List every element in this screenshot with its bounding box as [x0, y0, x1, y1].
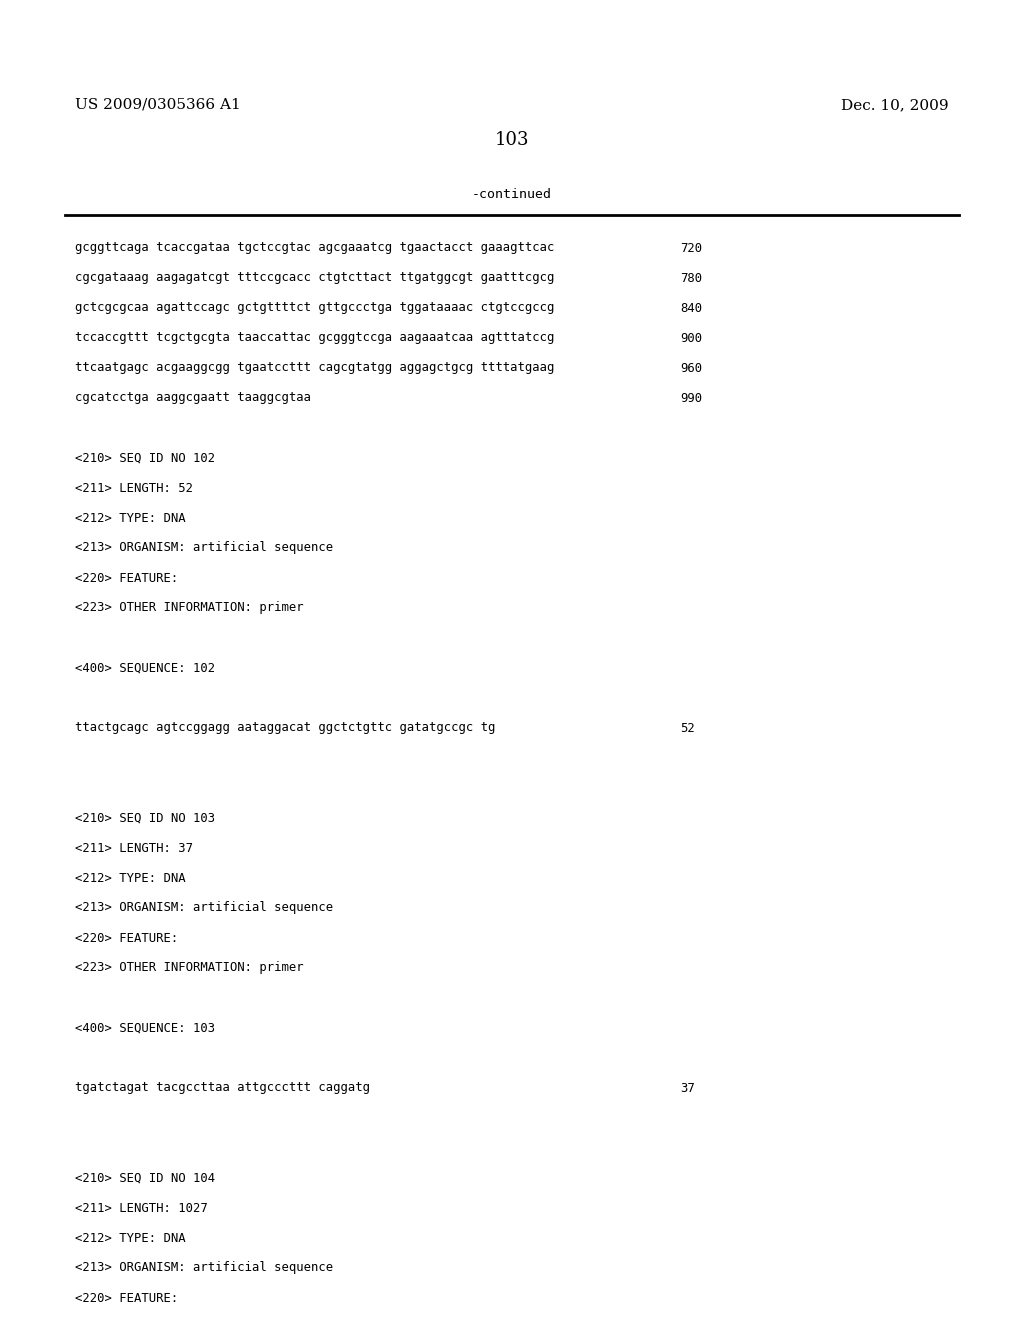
Text: 990: 990 — [680, 392, 702, 404]
Text: 37: 37 — [680, 1081, 694, 1094]
Text: <400> SEQUENCE: 103: <400> SEQUENCE: 103 — [75, 1022, 215, 1035]
Text: <223> OTHER INFORMATION: primer: <223> OTHER INFORMATION: primer — [75, 602, 304, 615]
Text: <400> SEQUENCE: 102: <400> SEQUENCE: 102 — [75, 661, 215, 675]
Text: <210> SEQ ID NO 102: <210> SEQ ID NO 102 — [75, 451, 215, 465]
Text: 960: 960 — [680, 362, 702, 375]
Text: tgatctagat tacgccttaa attgcccttt caggatg: tgatctagat tacgccttaa attgcccttt caggatg — [75, 1081, 370, 1094]
Text: US 2009/0305366 A1: US 2009/0305366 A1 — [75, 98, 241, 112]
Text: ttcaatgagc acgaaggcgg tgaatccttt cagcgtatgg aggagctgcg ttttatgaag: ttcaatgagc acgaaggcgg tgaatccttt cagcgta… — [75, 362, 554, 375]
Text: <211> LENGTH: 52: <211> LENGTH: 52 — [75, 482, 193, 495]
Text: <212> TYPE: DNA: <212> TYPE: DNA — [75, 1232, 185, 1245]
Text: tccaccgttt tcgctgcgta taaccattac gcgggtccga aagaaatcaa agtttatccg: tccaccgttt tcgctgcgta taaccattac gcgggtc… — [75, 331, 554, 345]
Text: <220> FEATURE:: <220> FEATURE: — [75, 932, 178, 945]
Text: cgcatcctga aaggcgaatt taaggcgtaa: cgcatcctga aaggcgaatt taaggcgtaa — [75, 392, 311, 404]
Text: gcggttcaga tcaccgataa tgctccgtac agcgaaatcg tgaactacct gaaagttcac: gcggttcaga tcaccgataa tgctccgtac agcgaaa… — [75, 242, 554, 255]
Text: <210> SEQ ID NO 103: <210> SEQ ID NO 103 — [75, 812, 215, 825]
Text: 103: 103 — [495, 131, 529, 149]
Text: 780: 780 — [680, 272, 702, 285]
Text: 900: 900 — [680, 331, 702, 345]
Text: 720: 720 — [680, 242, 702, 255]
Text: Dec. 10, 2009: Dec. 10, 2009 — [842, 98, 949, 112]
Text: <212> TYPE: DNA: <212> TYPE: DNA — [75, 511, 185, 524]
Text: <212> TYPE: DNA: <212> TYPE: DNA — [75, 871, 185, 884]
Text: <210> SEQ ID NO 104: <210> SEQ ID NO 104 — [75, 1172, 215, 1184]
Text: cgcgataaag aagagatcgt tttccgcacc ctgtcttact ttgatggcgt gaatttcgcg: cgcgataaag aagagatcgt tttccgcacc ctgtctt… — [75, 272, 554, 285]
Text: <211> LENGTH: 1027: <211> LENGTH: 1027 — [75, 1201, 208, 1214]
Text: <213> ORGANISM: artificial sequence: <213> ORGANISM: artificial sequence — [75, 1262, 333, 1275]
Text: <213> ORGANISM: artificial sequence: <213> ORGANISM: artificial sequence — [75, 902, 333, 915]
Text: <211> LENGTH: 37: <211> LENGTH: 37 — [75, 842, 193, 854]
Text: ttactgcagc agtccggagg aataggacat ggctctgttc gatatgccgc tg: ttactgcagc agtccggagg aataggacat ggctctg… — [75, 722, 496, 734]
Text: gctcgcgcaa agattccagc gctgttttct gttgccctga tggataaaac ctgtccgccg: gctcgcgcaa agattccagc gctgttttct gttgccc… — [75, 301, 554, 314]
Text: <213> ORGANISM: artificial sequence: <213> ORGANISM: artificial sequence — [75, 541, 333, 554]
Text: 52: 52 — [680, 722, 694, 734]
Text: 840: 840 — [680, 301, 702, 314]
Text: <223> OTHER INFORMATION: primer: <223> OTHER INFORMATION: primer — [75, 961, 304, 974]
Text: <220> FEATURE:: <220> FEATURE: — [75, 1291, 178, 1304]
Text: -continued: -continued — [472, 189, 552, 202]
Text: <220> FEATURE:: <220> FEATURE: — [75, 572, 178, 585]
